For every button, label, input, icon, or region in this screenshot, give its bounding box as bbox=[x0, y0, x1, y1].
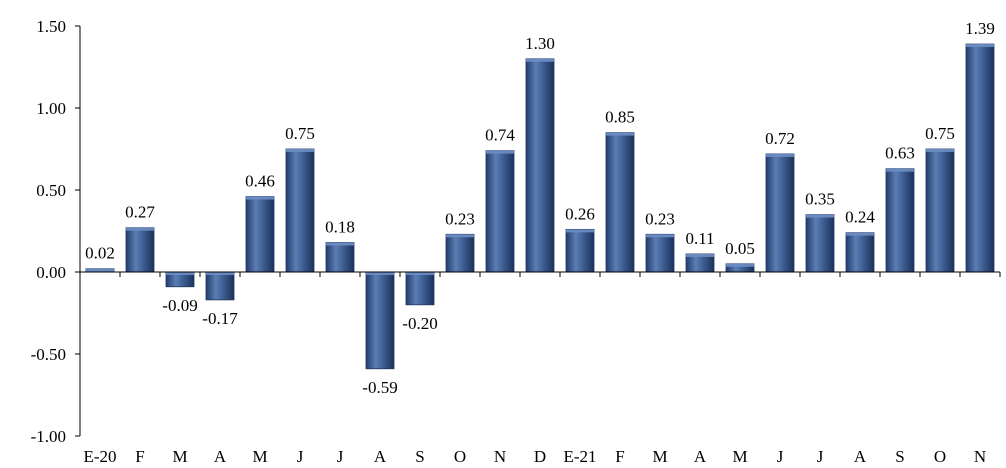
bar-highlight bbox=[366, 272, 394, 275]
x-category-label: S bbox=[415, 447, 424, 466]
y-tick-label: 0.00 bbox=[36, 263, 66, 282]
x-category-label: A bbox=[694, 447, 707, 466]
bar-highlight bbox=[766, 153, 794, 157]
data-label: -0.09 bbox=[162, 296, 197, 315]
bar-highlight bbox=[646, 234, 674, 238]
y-tick-label: -1.00 bbox=[31, 427, 66, 446]
data-label: 0.46 bbox=[245, 172, 275, 191]
bar-highlight bbox=[326, 242, 354, 246]
bar bbox=[325, 242, 355, 273]
y-tick-label: -0.50 bbox=[31, 345, 66, 364]
x-category-label: O bbox=[934, 447, 946, 466]
x-category-label: F bbox=[135, 447, 144, 466]
bar bbox=[845, 232, 875, 273]
x-category-label: E-20 bbox=[83, 447, 116, 466]
x-category-label: N bbox=[494, 447, 506, 466]
bar bbox=[885, 168, 915, 273]
bar-highlight bbox=[726, 263, 754, 267]
bar-highlight bbox=[206, 272, 234, 275]
data-label: 0.63 bbox=[885, 144, 915, 163]
data-label: 0.75 bbox=[925, 124, 955, 143]
x-category-label: M bbox=[252, 447, 267, 466]
y-tick-label: 1.50 bbox=[36, 17, 66, 36]
data-label: 1.30 bbox=[525, 34, 555, 53]
x-category-label: M bbox=[652, 447, 667, 466]
x-axis: E-20 F M A M J J A S O N D E-21 F M A M J J A S O N bbox=[79, 271, 1001, 466]
data-label: -0.20 bbox=[402, 314, 437, 333]
bar bbox=[965, 43, 995, 273]
x-category-label: A bbox=[214, 447, 227, 466]
bar-highlight bbox=[526, 58, 554, 62]
bar-highlight bbox=[406, 272, 434, 275]
data-label: 0.18 bbox=[325, 217, 355, 236]
bar bbox=[245, 196, 275, 273]
x-category-label: D bbox=[534, 447, 546, 466]
y-axis: -1.00 -0.50 0.00 0.50 1.00 1.50 bbox=[31, 17, 81, 446]
bar bbox=[205, 271, 235, 301]
bar-highlight bbox=[286, 149, 314, 152]
data-label: -0.17 bbox=[202, 309, 238, 328]
bar bbox=[285, 148, 315, 273]
data-label: 0.72 bbox=[765, 129, 795, 148]
x-category-label: A bbox=[374, 447, 387, 466]
x-category-label: E-21 bbox=[563, 447, 596, 466]
x-category-label: J bbox=[817, 447, 824, 466]
x-category-label: F bbox=[615, 447, 624, 466]
bar bbox=[645, 233, 675, 273]
data-label: 0.11 bbox=[685, 229, 714, 248]
bar bbox=[525, 58, 555, 273]
bar-highlight bbox=[246, 196, 274, 200]
bar bbox=[565, 228, 595, 273]
x-category-label: N bbox=[974, 447, 986, 466]
bar bbox=[485, 150, 515, 273]
bar-highlight bbox=[486, 150, 514, 154]
x-category-label: J bbox=[777, 447, 784, 466]
x-category-label: M bbox=[732, 447, 747, 466]
bar bbox=[445, 233, 475, 273]
bar-highlight bbox=[686, 253, 714, 257]
data-label: 0.05 bbox=[725, 239, 755, 258]
data-label: 0.75 bbox=[285, 124, 315, 143]
bar bbox=[605, 132, 635, 273]
bar-highlight bbox=[806, 214, 834, 218]
x-category-label: A bbox=[854, 447, 867, 466]
data-label: 0.24 bbox=[845, 208, 875, 227]
data-label: 0.85 bbox=[605, 108, 635, 127]
data-label: 0.23 bbox=[645, 209, 675, 228]
bar-highlight bbox=[886, 168, 914, 172]
bar bbox=[125, 227, 155, 273]
x-category-label: J bbox=[337, 447, 344, 466]
y-tick-label: 0.50 bbox=[36, 181, 66, 200]
bar-highlight bbox=[926, 149, 954, 152]
data-label: 0.02 bbox=[85, 244, 115, 263]
data-label: -0.59 bbox=[362, 378, 397, 397]
bar-highlight bbox=[126, 227, 154, 231]
bar bbox=[765, 153, 795, 273]
bar-highlight bbox=[86, 268, 114, 272]
x-category-label: J bbox=[297, 447, 304, 466]
bar-highlight bbox=[966, 44, 994, 48]
x-category-label: M bbox=[172, 447, 187, 466]
data-label: 0.74 bbox=[485, 126, 515, 145]
bar-highlight bbox=[846, 232, 874, 236]
bar-highlight bbox=[166, 272, 194, 275]
bar bbox=[925, 148, 955, 273]
bar bbox=[405, 271, 435, 306]
bar-highlight bbox=[446, 234, 474, 238]
bar-highlight bbox=[566, 229, 594, 233]
data-label: 0.26 bbox=[565, 204, 595, 223]
bar bbox=[805, 214, 835, 273]
data-label: 0.27 bbox=[125, 203, 155, 222]
data-label: 1.39 bbox=[965, 19, 995, 38]
y-tick-label: 1.00 bbox=[36, 99, 66, 118]
bar-highlight bbox=[606, 132, 634, 136]
data-label: 0.23 bbox=[445, 209, 475, 228]
data-label: 0.35 bbox=[805, 190, 835, 209]
x-category-label: O bbox=[454, 447, 466, 466]
bar bbox=[365, 271, 395, 370]
bars: 0.02 0.27 -0.09 -0.17 0.46 0.75 0.18 -0.59 -0.20… bbox=[85, 19, 995, 397]
x-category-label: S bbox=[895, 447, 904, 466]
